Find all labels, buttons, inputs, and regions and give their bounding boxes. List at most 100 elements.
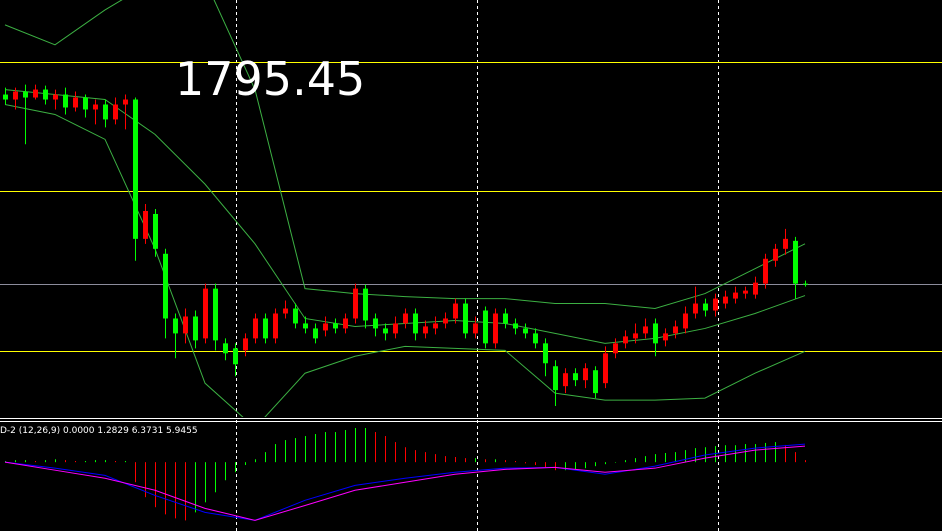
histogram-bar (715, 446, 716, 463)
candle-body (243, 338, 248, 351)
histogram-bar (115, 461, 116, 463)
histogram-bar (145, 462, 146, 498)
histogram-bar (35, 461, 36, 463)
histogram-bar (425, 452, 426, 463)
histogram-bar (565, 462, 566, 471)
candle-body (63, 94, 68, 108)
candle-body (213, 288, 218, 341)
candle-body (473, 323, 478, 334)
histogram-bar (65, 460, 66, 463)
price-panel (0, 0, 942, 417)
candle-body (803, 283, 808, 285)
candle-body (733, 292, 738, 299)
candle-body (263, 318, 268, 339)
candle-body (503, 313, 508, 324)
candle-body (403, 313, 408, 324)
histogram-bar (545, 462, 546, 468)
candle-body (443, 318, 448, 324)
histogram-bar (355, 428, 356, 463)
histogram-bar (375, 432, 376, 463)
candle-body (513, 323, 518, 329)
candle-body (773, 248, 778, 261)
candle-body (623, 336, 628, 344)
histogram-bar (135, 462, 136, 483)
histogram-bar (585, 462, 586, 469)
candle-body (193, 316, 198, 341)
histogram-bar (795, 452, 796, 463)
candle-body (113, 104, 118, 120)
histogram-bar (415, 450, 416, 463)
histogram-bar (535, 462, 536, 466)
histogram-bar (435, 454, 436, 463)
histogram-bar (675, 452, 676, 463)
candle-body (493, 313, 498, 344)
candle-body (303, 323, 308, 329)
candle-body (643, 326, 648, 334)
candle-body (593, 370, 598, 394)
candle-body (223, 343, 228, 354)
candle-body (183, 316, 188, 334)
candle-body (173, 318, 178, 334)
candle-body (203, 288, 208, 339)
indicator-panel (4, 428, 806, 521)
histogram-bar (515, 461, 516, 463)
histogram-bar (525, 462, 526, 464)
histogram-bar (125, 461, 126, 463)
histogram-bar (215, 462, 216, 493)
current-price-label: 1795.45 (175, 52, 365, 106)
candle-body (563, 373, 568, 387)
histogram-bar (175, 462, 176, 519)
histogram-bar (655, 454, 656, 463)
histogram-bar (495, 459, 496, 463)
indicator-line (4, 445, 806, 521)
histogram-bar (5, 461, 6, 463)
candle-body (393, 323, 398, 334)
histogram-bar (485, 459, 486, 463)
period-separators (236, 0, 719, 531)
candle-body (533, 333, 538, 344)
candle-body (463, 303, 468, 334)
candle-body (133, 99, 138, 239)
candle-body (23, 91, 28, 98)
candle-body (763, 258, 768, 284)
candle-body (613, 343, 618, 354)
candle-body (43, 89, 48, 100)
histogram-bar (775, 442, 776, 463)
candle-body (573, 373, 578, 381)
histogram-bar (265, 452, 266, 463)
candle-body (633, 333, 638, 339)
candle-body (413, 313, 418, 334)
histogram-bar (455, 456, 456, 463)
candle-body (373, 318, 378, 329)
candle-body (783, 238, 788, 249)
candle-body (343, 318, 348, 329)
histogram-bar (385, 436, 386, 463)
histogram-bar (165, 462, 166, 515)
histogram-bar (75, 461, 76, 463)
histogram-bar (225, 462, 226, 481)
histogram-bar (685, 450, 686, 463)
histogram-bar (55, 459, 56, 463)
histogram-bar (195, 462, 196, 513)
histogram-bar (555, 462, 556, 471)
candle-body (233, 348, 238, 365)
candle-body (73, 97, 78, 108)
candle-body (363, 288, 368, 321)
candle-body (353, 288, 358, 319)
candle-body (283, 308, 288, 314)
candle-body (543, 343, 548, 364)
candle-body (153, 213, 158, 249)
histogram-bar (475, 458, 476, 463)
histogram-bar (25, 460, 26, 463)
candle-body (553, 366, 558, 391)
histogram-bar (805, 460, 806, 463)
histogram-bar (635, 458, 636, 463)
histogram-bar (255, 459, 256, 463)
band-line (4, 0, 806, 310)
candle-body (103, 104, 108, 120)
candle-body (163, 253, 168, 319)
candle-body (53, 94, 58, 100)
histogram-bar (85, 461, 86, 463)
